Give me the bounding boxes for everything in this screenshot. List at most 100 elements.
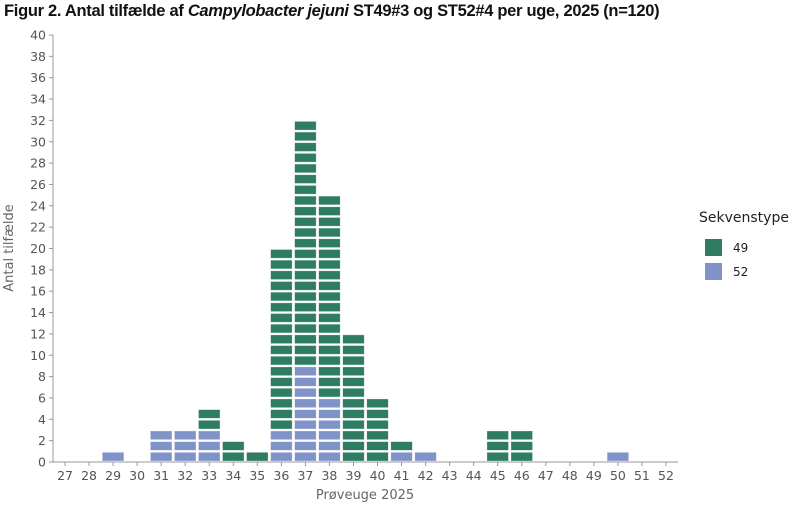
case-block-st49 [294,270,317,280]
case-block-st49 [294,238,317,248]
case-block-st52 [294,398,317,408]
case-block-st49 [270,323,293,334]
y-tick-label: 0 [38,455,46,470]
case-block-st49 [366,441,389,451]
case-block-st49 [270,345,293,355]
x-tick-label: 31 [153,468,169,483]
case-block-st49 [318,238,341,248]
title-species: Campylobacter jejuni [187,2,349,20]
case-block-st49 [270,313,293,323]
case-block-st49 [270,291,293,302]
case-block-st49 [318,377,341,387]
case-block-st49 [318,334,341,344]
case-block-st49 [294,163,317,174]
x-axis: 27 28 29 30 31 32 33 34 35 36 37 38 39 40 41 42 43 44 45 46… [53,461,678,483]
case-block-st52 [294,430,317,440]
case-block-st49 [222,452,245,462]
legend-label-49: 49 [733,241,748,255]
y-tick-label: 32 [30,113,46,128]
case-block-st49 [294,302,317,312]
case-block-st49 [294,195,317,206]
case-block-st49 [270,355,293,366]
case-block-st49 [342,441,365,451]
case-block-st49 [318,227,341,238]
x-tick-label: 43 [442,468,458,483]
case-block-st49 [294,227,317,238]
case-block-st49 [270,409,293,419]
case-block-st49 [294,142,317,152]
case-block-st52 [198,452,221,462]
case-block-st52 [294,377,317,387]
y-tick-label: 38 [30,49,46,64]
case-block-st49 [486,452,509,462]
case-block-st49 [342,419,365,430]
case-block-st52 [318,430,341,440]
case-block-st49 [342,452,365,462]
case-block-st49 [318,270,341,280]
case-block-st49 [294,281,317,291]
case-block-st49 [318,313,341,323]
case-block-st52 [318,409,341,419]
case-block-st49 [270,387,293,398]
case-block-st52 [294,409,317,419]
case-block-st52 [318,398,341,408]
x-tick-label: 39 [346,468,362,483]
case-block-st52 [198,441,221,451]
case-block-st52 [606,452,629,462]
x-axis-title: Prøveuge 2025 [316,488,414,503]
case-block-st49 [366,452,389,462]
case-block-st49 [318,249,341,259]
case-block-st49 [486,441,509,451]
x-tick-label: 48 [562,468,578,483]
case-block-st49 [294,259,317,270]
case-block-st49 [270,334,293,344]
y-tick-label: 4 [38,412,46,427]
title-prefix: Figur 2. Antal tilfælde af [4,2,188,20]
case-block-st49 [294,323,317,334]
case-block-st49 [318,195,341,206]
case-block-st52 [174,441,197,451]
y-tick-label: 30 [30,134,46,149]
case-block-st52 [294,387,317,398]
y-tick-label: 40 [30,28,46,43]
case-block-st49 [318,281,341,291]
case-block-st52 [174,430,197,440]
x-tick-label: 35 [249,468,265,483]
case-block-st49 [342,345,365,355]
case-block-st49 [366,398,389,408]
y-tick-label: 28 [30,156,46,171]
case-block-st49 [294,206,317,216]
case-block-st52 [150,452,173,462]
legend: Sekvenstype 49 52 [699,210,789,280]
title-suffix: ST49#3 og ST52#4 per uge, 2025 (n=120) [348,2,660,20]
case-block-st52 [390,452,413,462]
case-block-st49 [366,419,389,430]
case-block-st49 [318,355,341,366]
case-block-st49 [270,366,293,376]
case-block-st49 [294,291,317,302]
y-tick-label: 14 [30,305,46,320]
x-tick-label: 34 [225,468,241,483]
x-tick-label: 33 [201,468,217,483]
case-block-st52 [270,430,293,440]
case-block-st52 [318,419,341,430]
case-block-st52 [294,441,317,451]
case-block-st49 [318,387,341,398]
legend-swatch-52 [705,263,722,280]
x-tick-label: 30 [129,468,145,483]
case-block-st49 [198,409,221,419]
case-block-st52 [198,430,221,440]
case-block-st49 [222,441,245,451]
x-tick-label: 29 [105,468,121,483]
case-block-st49 [270,281,293,291]
x-tick-label: 50 [610,468,626,483]
case-block-st49 [294,153,317,163]
y-tick-label: 22 [30,220,46,235]
case-block-st49 [342,387,365,398]
case-block-st52 [174,452,197,462]
case-block-st52 [294,452,317,462]
x-tick-label: 47 [538,468,554,483]
x-tick-label: 52 [658,468,674,483]
case-block-st49 [246,452,269,462]
